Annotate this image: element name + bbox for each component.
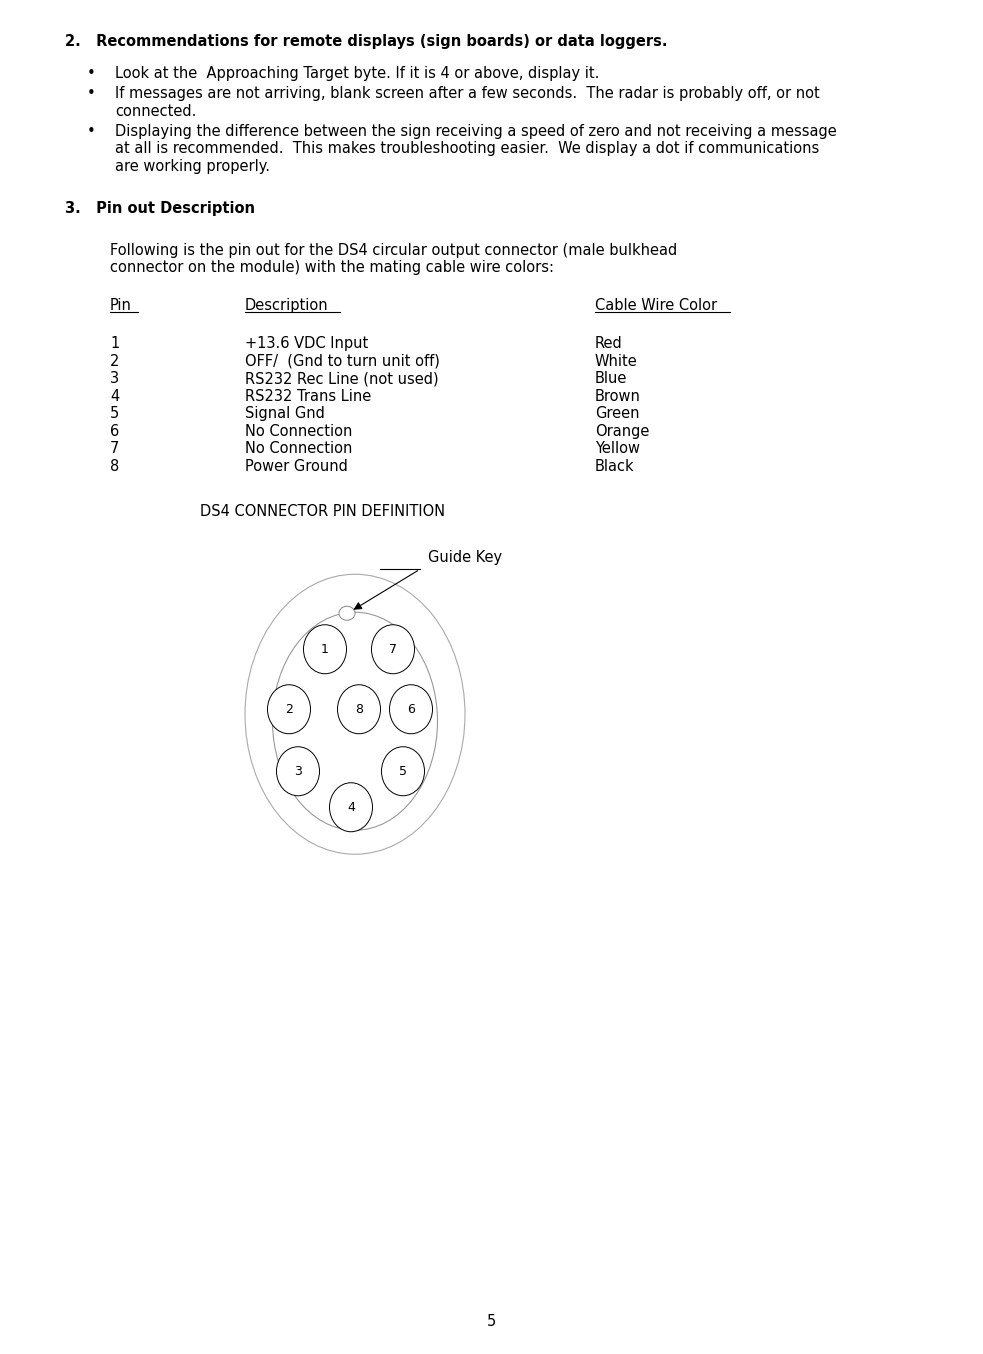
Text: Displaying the difference between the sign receiving a speed of zero and not rec: Displaying the difference between the si… <box>115 123 837 138</box>
Text: Power Ground: Power Ground <box>245 459 348 474</box>
Text: Blue: Blue <box>595 371 627 386</box>
Text: •: • <box>87 66 95 81</box>
Text: 3.   Pin out Description: 3. Pin out Description <box>65 200 255 215</box>
Text: Signal Gnd: Signal Gnd <box>245 406 324 421</box>
Text: Orange: Orange <box>595 424 650 439</box>
Text: 3: 3 <box>110 371 119 386</box>
Text: 1: 1 <box>321 643 329 655</box>
Text: 1: 1 <box>110 336 119 351</box>
Text: Green: Green <box>595 406 640 421</box>
Text: at all is recommended.  This makes troubleshooting easier.  We display a dot if : at all is recommended. This makes troubl… <box>115 141 819 156</box>
Text: Brown: Brown <box>595 389 641 403</box>
Text: 5: 5 <box>487 1313 496 1330</box>
Text: RS232 Trans Line: RS232 Trans Line <box>245 389 372 403</box>
Text: 5: 5 <box>110 406 119 421</box>
Text: No Connection: No Connection <box>245 424 352 439</box>
Text: Pin: Pin <box>110 298 132 313</box>
Ellipse shape <box>372 624 415 674</box>
Ellipse shape <box>267 685 311 734</box>
Text: Description: Description <box>245 298 328 313</box>
Text: Look at the  Approaching Target byte. If it is 4 or above, display it.: Look at the Approaching Target byte. If … <box>115 66 600 81</box>
Text: 8: 8 <box>355 703 363 716</box>
Ellipse shape <box>304 624 346 674</box>
Text: •: • <box>87 123 95 138</box>
Text: connected.: connected. <box>115 104 197 119</box>
Text: No Connection: No Connection <box>245 441 352 456</box>
Text: 4: 4 <box>347 800 355 814</box>
Text: 6: 6 <box>407 703 415 716</box>
Text: Red: Red <box>595 336 623 351</box>
Text: connector on the module) with the mating cable wire colors:: connector on the module) with the mating… <box>110 260 554 275</box>
Text: 3: 3 <box>294 765 302 777</box>
Ellipse shape <box>337 685 380 734</box>
Ellipse shape <box>339 607 355 620</box>
Text: RS232 Rec Line (not used): RS232 Rec Line (not used) <box>245 371 438 386</box>
Ellipse shape <box>381 747 425 796</box>
Text: 6: 6 <box>110 424 119 439</box>
Text: Cable Wire Color: Cable Wire Color <box>595 298 718 313</box>
Text: 2.   Recommendations for remote displays (sign boards) or data loggers.: 2. Recommendations for remote displays (… <box>65 34 667 49</box>
Ellipse shape <box>329 783 373 831</box>
Text: Yellow: Yellow <box>595 441 640 456</box>
Text: 2: 2 <box>110 353 119 368</box>
Ellipse shape <box>389 685 433 734</box>
Text: Guide Key: Guide Key <box>428 550 502 565</box>
Text: 7: 7 <box>110 441 119 456</box>
Text: 7: 7 <box>389 643 397 655</box>
Text: are working properly.: are working properly. <box>115 158 270 173</box>
Ellipse shape <box>276 747 319 796</box>
Text: +13.6 VDC Input: +13.6 VDC Input <box>245 336 369 351</box>
Text: 5: 5 <box>399 765 407 777</box>
Text: Following is the pin out for the DS4 circular output connector (male bulkhead: Following is the pin out for the DS4 cir… <box>110 242 677 257</box>
Text: 2: 2 <box>285 703 293 716</box>
Text: 8: 8 <box>110 459 119 474</box>
Text: OFF/  (Gnd to turn unit off): OFF/ (Gnd to turn unit off) <box>245 353 439 368</box>
Text: DS4 CONNECTOR PIN DEFINITION: DS4 CONNECTOR PIN DEFINITION <box>200 504 445 519</box>
Text: •: • <box>87 87 95 102</box>
Text: 4: 4 <box>110 389 119 403</box>
Text: If messages are not arriving, blank screen after a few seconds.  The radar is pr: If messages are not arriving, blank scre… <box>115 87 820 102</box>
Text: Black: Black <box>595 459 635 474</box>
Text: White: White <box>595 353 638 368</box>
